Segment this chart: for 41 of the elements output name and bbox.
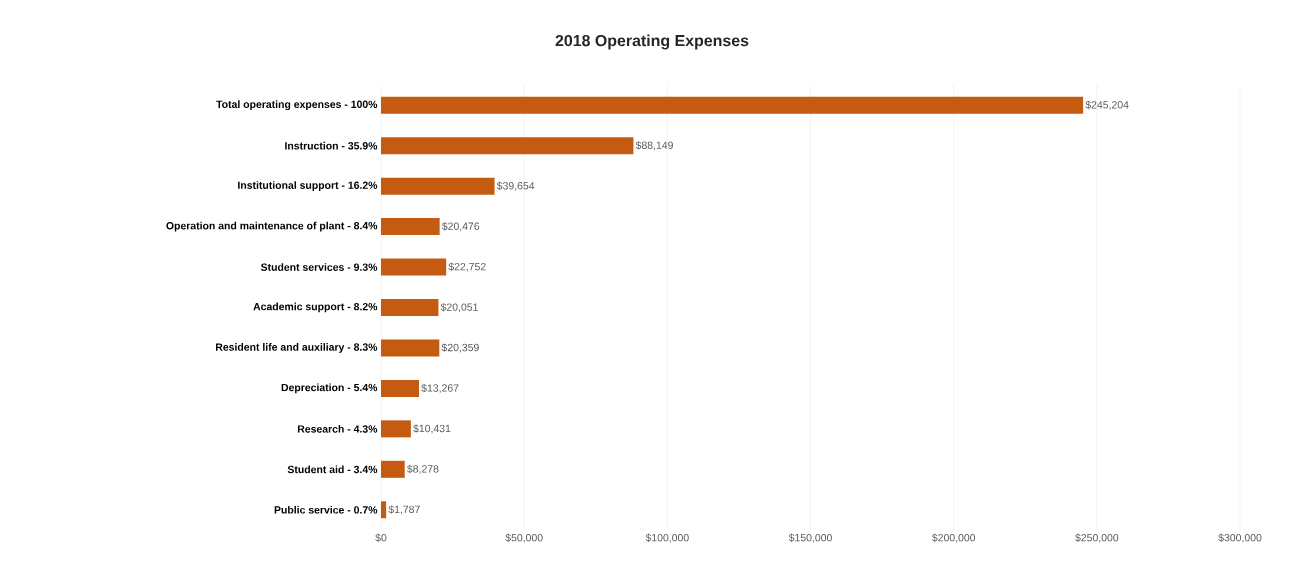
x-tick-label: $100,000: [645, 533, 689, 543]
bar: [381, 137, 634, 155]
bar: [381, 339, 440, 357]
y-tick-label: Public service - 0.7%: [274, 505, 378, 514]
y-tick-label: Institutional support - 16.2%: [238, 181, 378, 191]
data-label: $8,278: [407, 464, 439, 474]
bar: [381, 501, 387, 519]
data-label: $20,051: [440, 302, 478, 313]
x-tick-label: $150,000: [788, 533, 832, 543]
data-label: $88,149: [635, 141, 673, 151]
y-tick-label: Instruction - 35.9%: [285, 141, 378, 150]
x-tick-label: $250,000: [1075, 533, 1119, 543]
data-label: $13,267: [421, 383, 459, 393]
y-tick-label: Student aid - 3.4%: [287, 465, 378, 474]
bar: [381, 298, 439, 316]
data-label: $10,431: [413, 424, 451, 434]
x-tick-label: $200,000: [931, 533, 976, 543]
bar: [381, 420, 411, 438]
data-label: $20,476: [441, 222, 480, 232]
chart-title: 2018 Operating Expenses: [555, 34, 749, 50]
bar: [381, 460, 405, 478]
y-tick-label: Student services - 9.3%: [260, 263, 378, 271]
y-tick-label: Academic support - 8.2%: [253, 302, 378, 313]
y-tick-label: Resident life and auxiliary - 8.3%: [216, 343, 378, 353]
data-label: $39,654: [496, 181, 535, 191]
y-tick-label: Operation and maintenance of plant - 8.4%: [166, 221, 378, 232]
data-label: $22,752: [448, 262, 486, 272]
bar: [381, 218, 440, 236]
bar: [381, 258, 447, 276]
x-tick-label: $0: [375, 533, 387, 542]
y-tick-label: Total operating expenses - 100%: [216, 100, 378, 111]
x-tick-label: $50,000: [505, 533, 543, 543]
bar: [381, 379, 419, 397]
y-tick-label: Research - 4.3%: [297, 425, 378, 433]
data-label: $20,359: [441, 343, 479, 353]
data-label: $1,787: [388, 505, 420, 515]
bar: [381, 96, 1084, 114]
y-tick-label: Depreciation - 5.4%: [281, 383, 378, 394]
data-label: $245,204: [1085, 100, 1129, 110]
x-tick-label: $300,000: [1218, 533, 1262, 543]
bar: [381, 177, 495, 195]
